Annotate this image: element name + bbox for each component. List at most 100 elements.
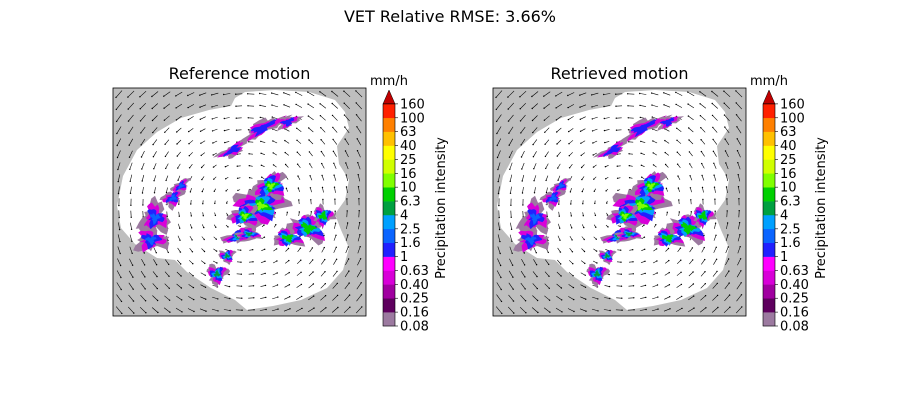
motion-vector-head (127, 96, 129, 98)
motion-vector (556, 271, 562, 277)
motion-vector (141, 174, 145, 182)
motion-vector (712, 127, 718, 133)
motion-vector (556, 283, 562, 289)
motion-vector (117, 174, 121, 182)
motion-vector-head (227, 226, 229, 228)
motion-vector-head (253, 309, 255, 311)
motion-vector-head (175, 95, 177, 97)
motion-vector-head (337, 306, 339, 309)
motion-vector-head (323, 234, 325, 237)
motion-vector-head (130, 228, 133, 230)
colorbar-segment (763, 201, 775, 216)
motion-vector-head (495, 120, 498, 123)
motion-vector-head (573, 310, 575, 313)
precip-contour (607, 146, 619, 155)
motion-vector (224, 141, 230, 143)
colorbar-segment (763, 242, 775, 257)
motion-vector (738, 222, 740, 230)
motion-vector-head (355, 114, 358, 116)
motion-vector (163, 103, 171, 109)
motion-vector-head (224, 141, 226, 144)
motion-vector-head (252, 285, 255, 287)
motion-vector (296, 284, 302, 288)
motion-vector-head (544, 155, 547, 158)
motion-vector (310, 187, 312, 193)
motion-vector (139, 306, 147, 314)
motion-vector (724, 294, 730, 302)
motion-vector (603, 93, 611, 95)
motion-vector-head (131, 252, 133, 254)
precip-cell-north-small-band (213, 137, 248, 160)
motion-vector-head (203, 250, 206, 253)
motion-vector-head (284, 151, 286, 154)
motion-vector-head (343, 102, 345, 104)
colorbar-tick-label: 0.08 (780, 320, 809, 335)
motion-vector (283, 92, 291, 96)
precip-contour (699, 212, 707, 219)
motion-vector (189, 152, 193, 156)
colorbar-tick-label: 160 (400, 97, 425, 112)
motion-vector (557, 151, 561, 157)
motion-vector-head (181, 311, 183, 313)
motion-vector-head (299, 247, 302, 249)
motion-vector-head (608, 285, 611, 288)
motion-vector (116, 282, 122, 290)
motion-vector-head (180, 275, 182, 277)
motion-vector (557, 247, 561, 253)
motion-vector (507, 102, 515, 110)
motion-vector (139, 102, 147, 110)
motion-vector (199, 104, 207, 108)
motion-vector-head (248, 141, 250, 143)
plot-frame (492, 87, 747, 317)
motion-vector-head (187, 118, 190, 121)
motion-vector-head (520, 144, 522, 146)
precip-contour (282, 118, 292, 125)
motion-vector-head (211, 130, 214, 132)
motion-vector (735, 102, 743, 110)
motion-vector-head (204, 286, 207, 288)
motion-vector-head (296, 163, 299, 165)
precip-contour (177, 183, 185, 190)
motion-vector (712, 139, 718, 145)
motion-vector (177, 163, 181, 169)
colorbar-segment (763, 159, 775, 174)
motion-vector-head (131, 240, 133, 242)
precip-cell-south-cells (613, 226, 643, 240)
motion-vector-head (349, 306, 351, 308)
motion-vector-head (560, 263, 562, 265)
motion-vector (334, 187, 336, 193)
motion-vector (579, 92, 587, 96)
motion-vector (188, 296, 194, 300)
colorbar-tick-label: 6.3 (400, 195, 421, 210)
motion-vector-head (247, 93, 249, 95)
motion-vector-head (211, 118, 213, 120)
motion-vector-head (594, 214, 597, 217)
motion-vector-head (130, 216, 132, 218)
motion-vector-head (543, 107, 545, 109)
motion-vector (152, 127, 158, 133)
motion-vector (307, 103, 315, 109)
motion-vector (295, 104, 303, 108)
colorbar-segment (763, 228, 775, 243)
motion-vector-head (640, 140, 642, 143)
motion-vector-head (620, 273, 622, 275)
motion-vector (555, 103, 563, 109)
motion-vector (152, 103, 158, 109)
motion-vector (569, 235, 573, 241)
motion-vector (201, 152, 205, 156)
motion-vector (509, 258, 513, 266)
motion-vector-head (200, 166, 203, 169)
motion-vector-head (344, 138, 346, 140)
motion-vector-head (132, 300, 135, 302)
motion-vector-head (533, 192, 536, 194)
motion-vector-head (212, 142, 214, 144)
motion-vector-head (512, 288, 514, 290)
motion-vector-head (310, 211, 312, 213)
motion-vector (592, 260, 598, 264)
motion-vector-head (271, 92, 273, 94)
motion-vector (116, 126, 122, 134)
motion-vector-head (156, 275, 158, 278)
motion-vector (118, 222, 120, 230)
motion-vector (189, 164, 193, 168)
motion-vector (497, 150, 501, 158)
